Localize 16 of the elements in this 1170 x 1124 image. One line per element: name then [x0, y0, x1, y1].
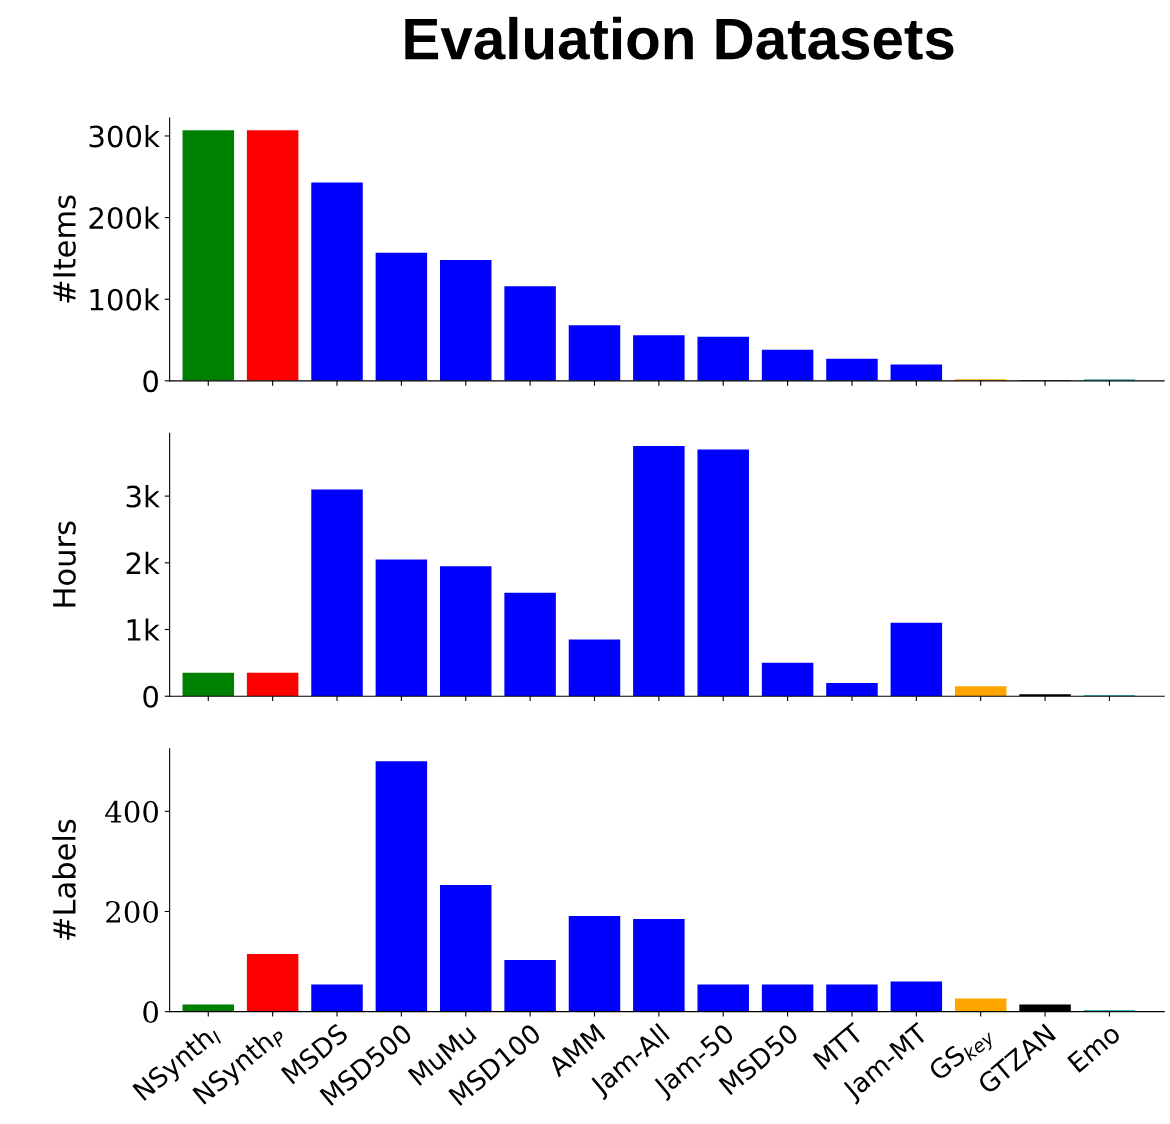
y-tick-label: 200: [106, 900, 158, 923]
y-tick-label: 3k: [126, 485, 160, 508]
y-tick-label: 300k: [89, 124, 160, 148]
y-axis-title: #Items: [53, 195, 76, 303]
y-tick-label: 0: [143, 1001, 158, 1024]
chart-title: Evaluation Datasets: [405, 16, 954, 60]
y-tick-label: 2k: [126, 551, 160, 574]
x-tick-label: Emo: [1067, 1022, 1122, 1073]
y-tick-label: 200k: [89, 206, 160, 230]
y-tick-label: 100k: [90, 288, 160, 311]
y-tick-label: 0: [143, 370, 158, 393]
y-tick-label: 1k: [127, 618, 160, 641]
y-axis-title: #Labels: [52, 819, 76, 940]
y-tick-label: 400: [105, 800, 158, 823]
y-tick-label: 0: [143, 685, 158, 708]
y-axis-title: Hours: [53, 521, 76, 607]
